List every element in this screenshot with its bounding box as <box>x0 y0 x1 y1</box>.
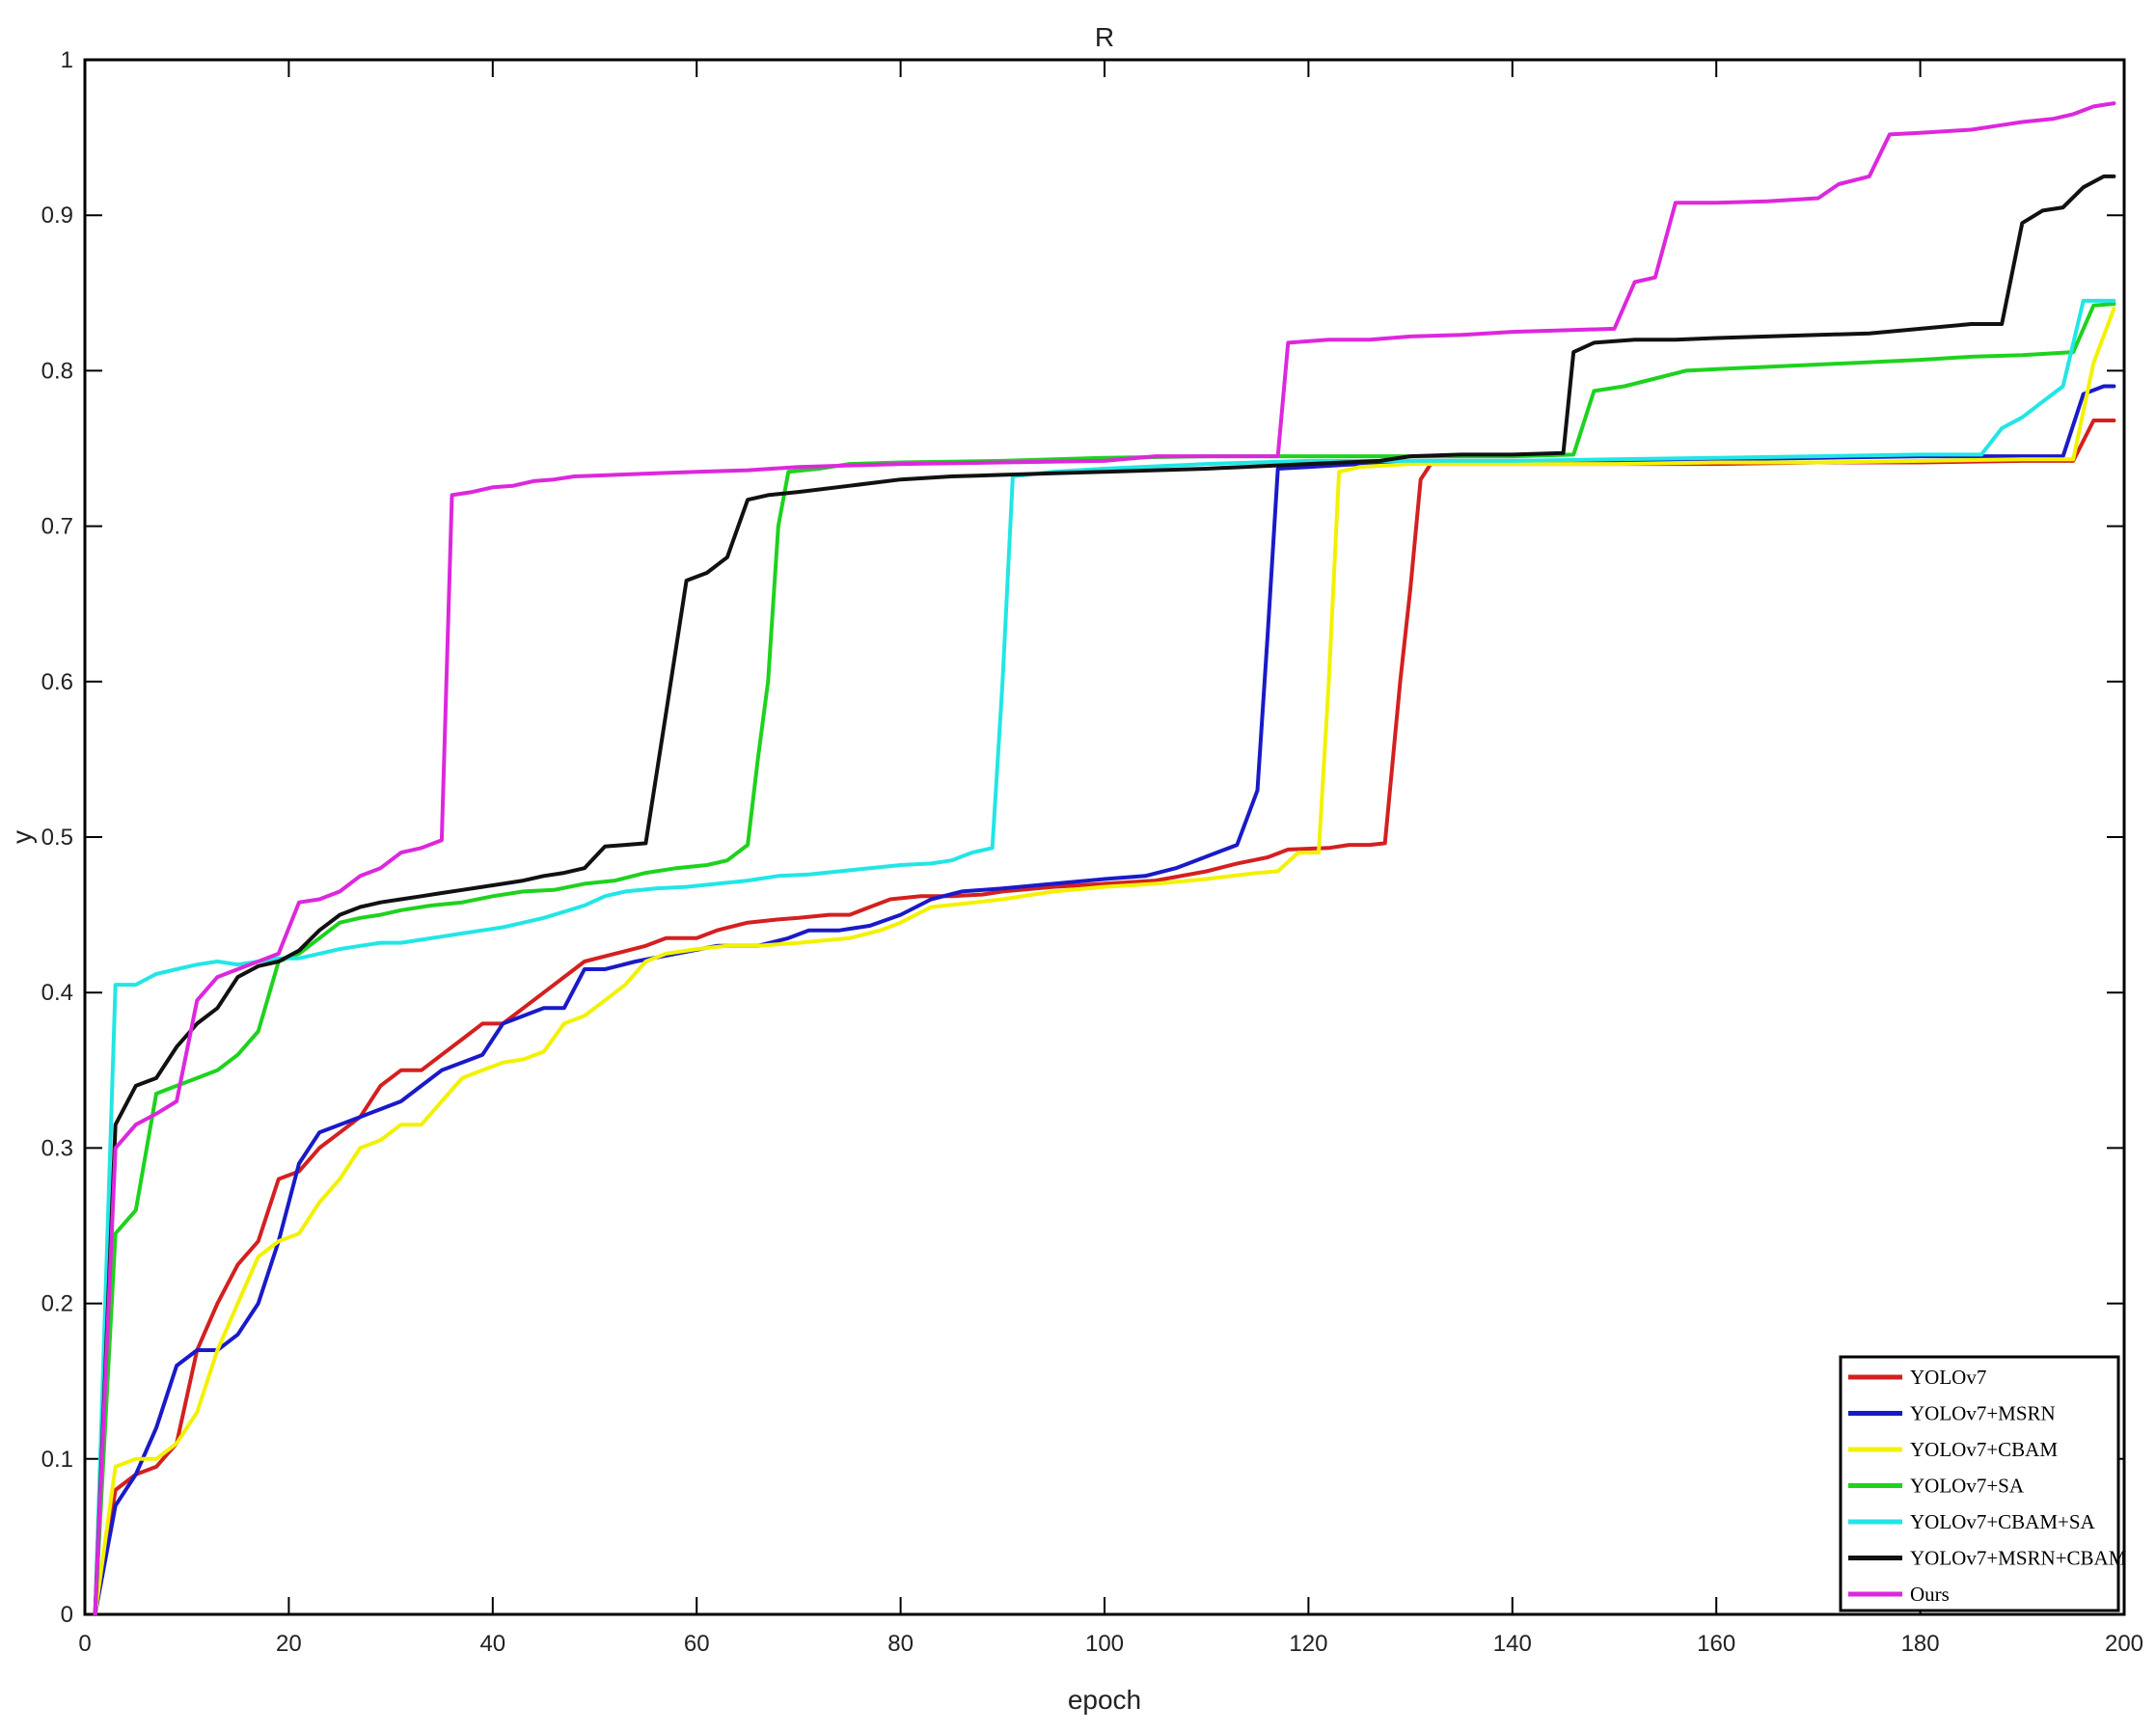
x-tick-label: 80 <box>887 1631 914 1657</box>
legend-entry: YOLOv7+MSRN <box>1910 1402 2056 1425</box>
legend-entry: YOLOv7+MSRN+CBAM <box>1910 1547 2127 1570</box>
x-tick-label: 160 <box>1697 1631 1735 1657</box>
legend-entry: YOLOv7+CBAM <box>1910 1438 2058 1461</box>
legend-entry: Ours <box>1910 1583 1950 1606</box>
x-tick-label: 0 <box>78 1631 91 1657</box>
x-tick-label: 60 <box>684 1631 710 1657</box>
series-line-yolov7 <box>93 419 2116 1616</box>
x-axis-label: epoch <box>1068 1685 1141 1715</box>
y-tick-label: 0.7 <box>41 514 73 540</box>
y-tick-label: 0.9 <box>41 203 73 229</box>
y-tick-label: 0.5 <box>41 825 73 851</box>
legend-entry: YOLOv7+CBAM+SA <box>1910 1510 2096 1533</box>
y-tick-label: 0.2 <box>41 1291 73 1317</box>
series-line-yolov7-cbam <box>93 306 2116 1616</box>
x-tick-label: 20 <box>276 1631 302 1657</box>
series-line-yolov7-cbam-sa <box>93 298 2116 1616</box>
y-tick-label: 0.8 <box>41 358 73 384</box>
series-lines <box>93 101 2116 1616</box>
y-tick-label: 1 <box>61 47 73 73</box>
legend-entry: YOLOv7+SA <box>1910 1475 2025 1498</box>
x-tick-label: 40 <box>479 1631 505 1657</box>
chart-title: R <box>1095 22 1114 52</box>
x-tick-label: 180 <box>1901 1631 1940 1657</box>
y-axis-label: y <box>7 830 37 844</box>
y-tick-label: 0.4 <box>41 980 73 1006</box>
axis-ticks: 0 20 40 60 80 100 120 140 160 180 200 0 0.1 0.2 0.3 0.4… <box>41 47 2143 1657</box>
x-tick-label: 100 <box>1085 1631 1124 1657</box>
x-tick-label: 140 <box>1493 1631 1532 1657</box>
y-tick-label: 0.6 <box>41 669 73 695</box>
y-tick-label: 0 <box>61 1602 73 1628</box>
series-line-yolov7-msrn-cbam <box>93 174 2116 1616</box>
series-line-yolov7-msrn <box>93 384 2116 1616</box>
series-line-yolov7-sa <box>93 302 2116 1616</box>
plot-area <box>83 58 2126 1616</box>
legend-entry: YOLOv7 <box>1910 1366 1986 1389</box>
series-line-ours <box>93 101 2116 1616</box>
y-tick-label: 0.3 <box>41 1135 73 1161</box>
y-tick-label: 0.1 <box>41 1447 73 1473</box>
x-tick-label: 200 <box>2105 1631 2143 1657</box>
legend: YOLOv7 YOLOv7+MSRN YOLOv7+CBAM YOLOv7+SA YOL… <box>1839 1355 2127 1612</box>
x-tick-label: 120 <box>1289 1631 1327 1657</box>
